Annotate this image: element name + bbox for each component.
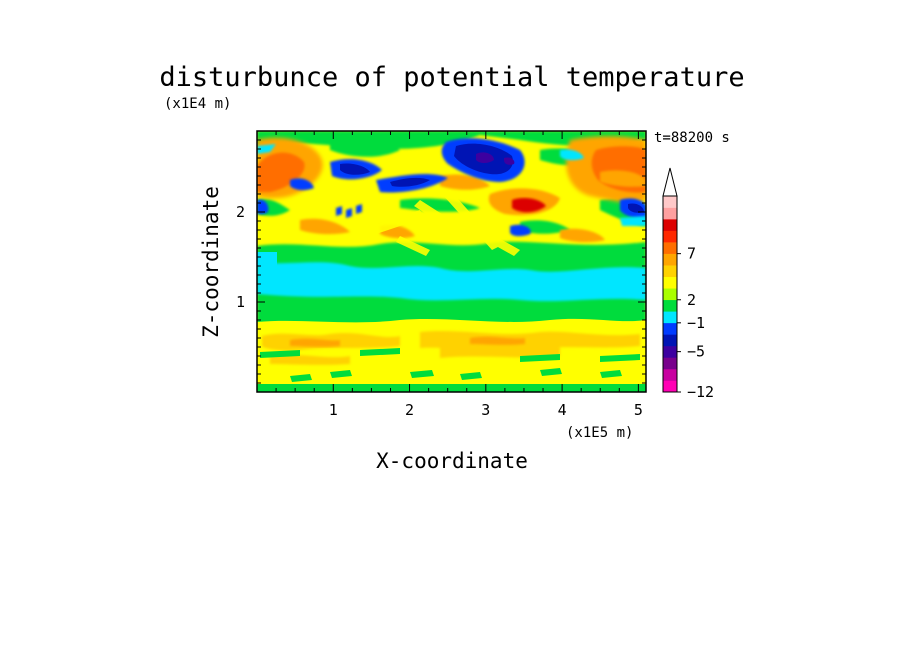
y-tick-label: 2 xyxy=(236,203,245,221)
colorbar-segment xyxy=(663,196,677,208)
colorbar-extend-arrow xyxy=(662,167,678,197)
field-upper-green xyxy=(257,131,646,234)
x-axis-label: X-coordinate xyxy=(376,449,528,473)
y-unit-label: (x1E4 m) xyxy=(164,96,231,112)
colorbar-label: 7 xyxy=(687,245,696,263)
colorbar-segment xyxy=(663,322,677,335)
x-tick-label: 1 xyxy=(329,401,338,419)
time-label: t=88200 s xyxy=(654,130,730,146)
x-tick-label: 4 xyxy=(558,401,567,419)
colorbar-segment xyxy=(663,357,677,370)
y-tick-label: 1 xyxy=(236,293,245,311)
colorbar-segment xyxy=(663,242,677,254)
y-axis-label: Z-coordinate xyxy=(199,186,223,338)
colorbar-label: 2 xyxy=(687,291,696,309)
field-surface-green-streaks xyxy=(257,348,646,392)
colorbar-segment xyxy=(663,334,677,347)
x-unit-label: (x1E5 m) xyxy=(566,425,633,441)
x-tick-label: 3 xyxy=(481,401,490,419)
colorbar-segment xyxy=(663,368,677,381)
heatmap-field xyxy=(257,131,646,392)
colorbar-segment xyxy=(663,253,677,266)
colorbar-segment xyxy=(663,299,677,312)
field-warm-center xyxy=(300,170,646,243)
y-axis-ticks: 12 xyxy=(236,139,646,384)
chart-title: disturbunce of potential temperature xyxy=(159,62,744,93)
field-cyan-layer xyxy=(257,262,646,302)
colorbar-segment xyxy=(663,207,677,220)
field-cyan-patch-left xyxy=(257,252,277,266)
colorbar-label: −12 xyxy=(687,383,714,401)
colorbar: 7 2 −1 −5 −12 xyxy=(662,167,714,401)
colorbar-segment xyxy=(663,311,677,324)
colorbar-label: −5 xyxy=(687,343,705,361)
plot-frame xyxy=(256,130,647,393)
colorbar-segment xyxy=(663,219,677,231)
colorbar-segment xyxy=(663,265,677,278)
colorbar-segment xyxy=(663,380,677,393)
field-warm-center-red xyxy=(512,198,546,213)
field-cold-band xyxy=(257,159,646,237)
x-tick-label: 2 xyxy=(405,401,414,419)
colorbar-segment xyxy=(663,276,677,289)
field-lower-orange-core xyxy=(290,336,525,347)
colorbar-segment xyxy=(663,230,677,243)
field-cold-top-center-purple xyxy=(476,152,515,165)
colorbar-segment xyxy=(663,345,677,358)
colorbar-segment xyxy=(663,288,677,301)
x-axis-ticks: 1 2 3 4 5 xyxy=(275,131,643,419)
colorbar-label: −1 xyxy=(687,314,705,332)
x-tick-label: 5 xyxy=(634,401,643,419)
